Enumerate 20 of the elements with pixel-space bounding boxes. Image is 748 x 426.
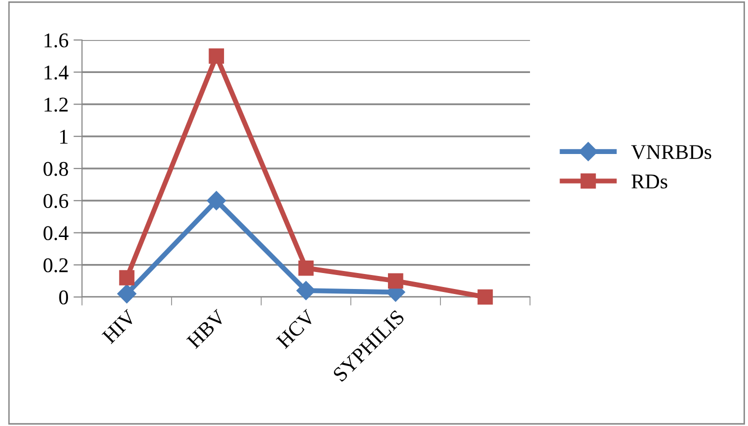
y-tick-label: 0.8 [44, 162, 68, 176]
legend-label: RDs [632, 174, 668, 188]
y-tick-label: 0.4 [44, 226, 68, 240]
y-tick-label: 1 [60, 130, 68, 144]
y-tick-label: 1.2 [44, 98, 68, 112]
point [119, 270, 134, 286]
x-tick-label: HIV [102, 308, 138, 344]
y-tick-label: 1.6 [44, 33, 68, 48]
y-tick-label: 1.4 [44, 66, 68, 80]
y-tick-label: 0.2 [44, 258, 68, 272]
legend-label: VNRBDs [631, 145, 712, 160]
point [206, 191, 226, 210]
point [478, 289, 493, 305]
y-tick-label: 0 [59, 290, 68, 304]
point [296, 281, 316, 300]
point [298, 260, 314, 276]
y-tick-label: 0.6 [44, 194, 68, 208]
point [388, 273, 404, 289]
point [117, 284, 136, 304]
point [208, 48, 224, 64]
